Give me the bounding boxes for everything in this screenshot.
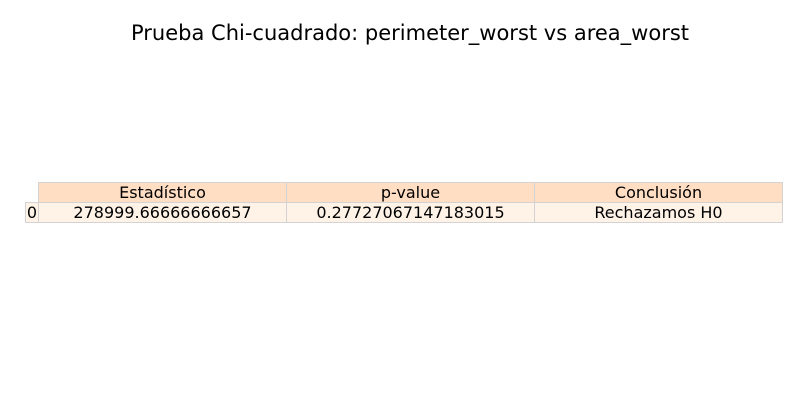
column-header-conclusion: Conclusión — [534, 182, 783, 203]
statistic-value-cell: 278999.66666666657 — [38, 202, 287, 223]
table-row: 0 278999.66666666657 0.27727067147183015… — [25, 202, 783, 223]
row-index-cell: 0 — [25, 202, 39, 223]
table-corner-cell — [26, 183, 39, 203]
table-header-row: Estadístico p-value Conclusión — [26, 182, 783, 203]
conclusion-cell: Rechazamos H0 — [534, 202, 783, 223]
column-header-statistic: Estadístico — [38, 182, 287, 203]
chart-title: Prueba Chi-cuadrado: perimeter_worst vs … — [131, 21, 689, 45]
p-value-cell: 0.27727067147183015 — [286, 202, 535, 223]
column-header-p-value: p-value — [286, 182, 535, 203]
results-table: Estadístico p-value Conclusión 0 278999.… — [25, 182, 783, 223]
